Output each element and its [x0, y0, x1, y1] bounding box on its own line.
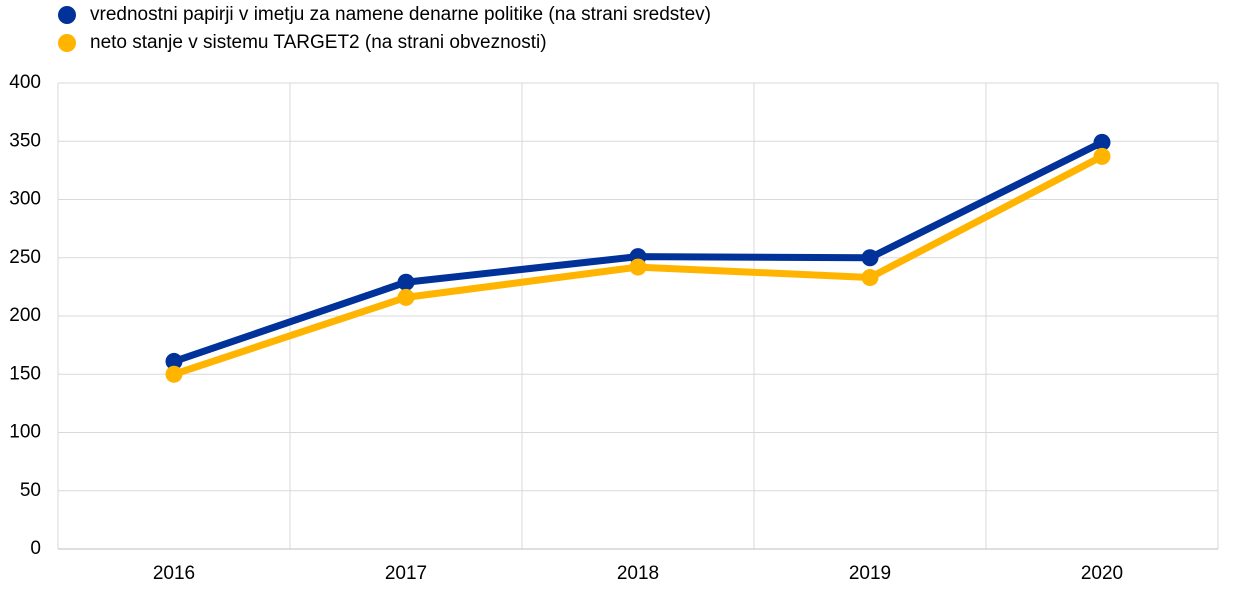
legend-label: vrednostni papirji v imetju za namene de…	[90, 4, 711, 25]
point	[861, 249, 879, 267]
y-tick-label: 0	[30, 538, 41, 559]
x-tick-label: 2016	[153, 563, 195, 584]
y-tick-label: 50	[20, 480, 41, 501]
point	[1093, 133, 1111, 151]
y-tick-label: 200	[9, 305, 41, 326]
point	[861, 269, 879, 287]
y-tick-label: 150	[9, 363, 41, 384]
y-tick-label: 350	[9, 130, 41, 151]
y-tick-label: 300	[9, 189, 41, 210]
point	[165, 352, 183, 370]
x-tick-label: 2017	[385, 563, 427, 584]
point	[165, 365, 183, 383]
x-tick-label: 2019	[849, 563, 891, 584]
x-tick-label: 2018	[617, 563, 659, 584]
y-tick-label: 400	[9, 72, 41, 93]
point	[629, 258, 647, 276]
legend-label: neto stanje v sistemu TARGET2 (na strani…	[90, 32, 547, 53]
point	[397, 273, 415, 291]
point	[1093, 147, 1111, 165]
x-tick-label: 2020	[1081, 563, 1123, 584]
legend-marker	[58, 6, 76, 24]
y-tick-label: 250	[9, 247, 41, 268]
legend-marker	[58, 34, 76, 52]
y-tick-label: 100	[9, 422, 41, 443]
point	[397, 288, 415, 306]
